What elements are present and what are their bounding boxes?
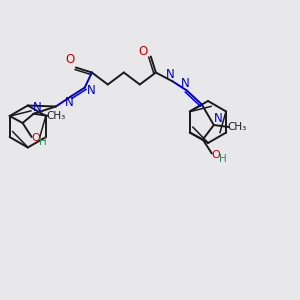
Text: N: N <box>86 84 95 97</box>
Text: CH₃: CH₃ <box>227 122 246 132</box>
Text: N: N <box>180 77 189 90</box>
Text: CH₃: CH₃ <box>46 111 65 121</box>
Text: N: N <box>213 112 222 125</box>
Text: H: H <box>219 154 227 164</box>
Text: O: O <box>31 133 40 143</box>
Text: O: O <box>212 149 220 160</box>
Text: N: N <box>33 101 42 114</box>
Text: H: H <box>39 137 46 147</box>
Text: N: N <box>64 96 73 109</box>
Text: N: N <box>165 68 174 81</box>
Text: O: O <box>138 45 147 58</box>
Text: O: O <box>65 53 74 66</box>
